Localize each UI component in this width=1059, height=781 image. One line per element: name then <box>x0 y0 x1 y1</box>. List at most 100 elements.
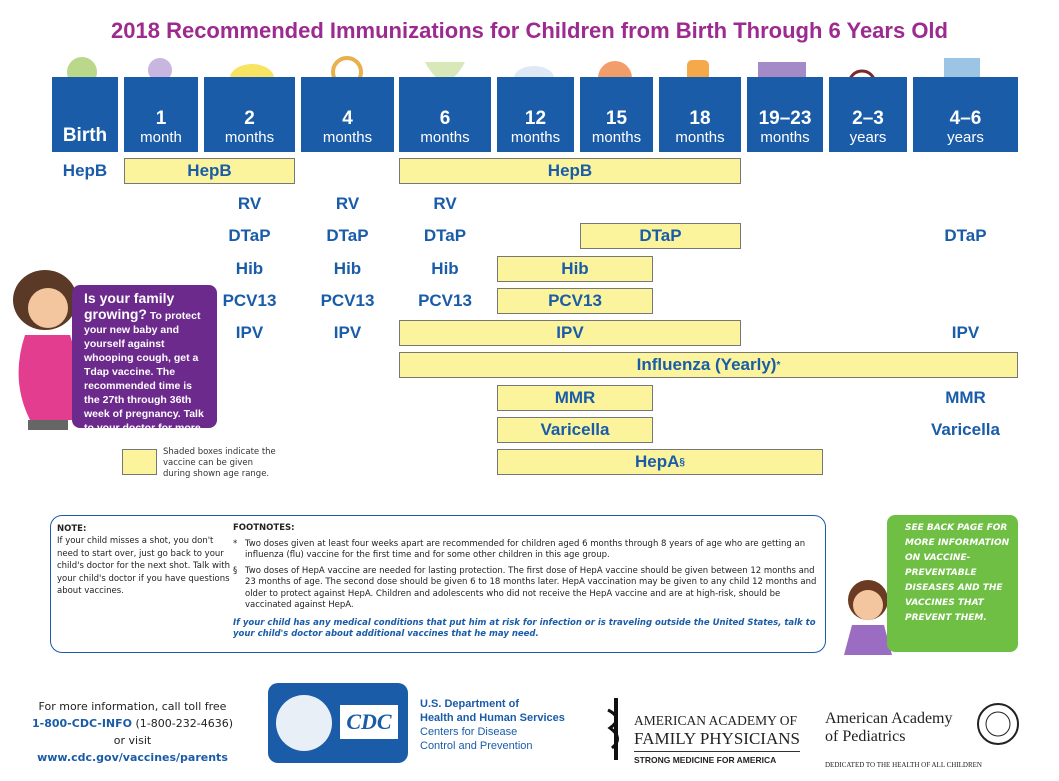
footnote-ref: § <box>679 456 685 468</box>
vaccine-range: IPV <box>399 320 741 346</box>
vaccine-dose: PCV13 <box>301 288 394 314</box>
vaccine-dose: IPV <box>913 320 1018 346</box>
url[interactable]: www.cdc.gov/vaccines/parents <box>37 751 228 764</box>
age-number: 4–6 <box>949 108 982 129</box>
vaccine-label: DTaP <box>326 226 369 245</box>
age-number: 4 <box>342 108 353 129</box>
aafp-logo <box>607 698 619 760</box>
footnotes-title: FOOTNOTES: <box>233 523 295 533</box>
vaccine-dose: Hib <box>301 256 394 282</box>
age-cell: 6 months <box>399 77 491 152</box>
age-cell: 4–6 years <box>913 77 1018 152</box>
vaccine-range: PCV13 <box>497 288 653 314</box>
cdc-logo: CDC <box>268 683 408 763</box>
note-title: NOTE: <box>57 524 87 534</box>
age-unit: months <box>420 129 470 146</box>
vaccine-label: HepB <box>187 161 232 180</box>
contact-intro: For more information, call toll free <box>38 700 227 713</box>
vaccine-dose: RV <box>301 191 394 217</box>
cdc-text: U.S. Department of Health and Human Serv… <box>420 697 565 753</box>
age-unit: months <box>510 129 561 146</box>
age-unit: years <box>947 129 984 146</box>
age-number: 6 <box>439 108 451 129</box>
age-cell: Birth <box>52 77 118 152</box>
vaccine-label: DTaP <box>639 226 682 245</box>
vaccine-label: DTaP <box>228 226 271 245</box>
aafp-line: AMERICAN ACADEMY OF <box>634 713 798 728</box>
vaccine-dose: Hib <box>204 256 295 282</box>
aap: American Academy of Pediatrics DEDICATED… <box>825 710 982 774</box>
vaccine-label: PCV13 <box>222 291 277 310</box>
age-number: 19–23 <box>758 108 812 129</box>
vaccine-range: Influenza (Yearly) * <box>399 352 1018 378</box>
footnote-text: Two doses of HepA vaccine are needed for… <box>245 565 817 611</box>
footnote-mark: § <box>233 565 238 576</box>
age-number: 2 <box>244 108 255 129</box>
legend-swatch <box>122 449 157 475</box>
callout-body: To protect your new baby and yourself ag… <box>84 310 204 448</box>
vaccine-label: PCV13 <box>418 291 472 310</box>
vaccine-range: HepB <box>399 158 741 184</box>
footnote-mark: * <box>233 538 238 549</box>
vaccine-dose: IPV <box>204 320 295 346</box>
age-cell: 19–23 months <box>747 77 823 152</box>
phone: 1-800-CDC-INFO <box>32 717 133 730</box>
vaccine-label: MMR <box>945 388 986 407</box>
footnote: * Two doses given at least four weeks apa… <box>233 539 821 562</box>
vaccine-range: Varicella <box>497 417 653 443</box>
age-unit: months <box>760 129 810 146</box>
vaccine-dose: Hib <box>399 256 491 282</box>
age-number: 15 <box>605 108 628 129</box>
cdc-logo-text: CDC <box>340 705 398 739</box>
vaccine-dose: HepB <box>52 158 118 184</box>
cdc-line: U.S. Department of <box>420 698 520 710</box>
vaccine-dose: PCV13 <box>399 288 491 314</box>
side-note: See back page for more information on va… <box>887 515 1018 652</box>
vaccine-dose: DTaP <box>913 223 1018 249</box>
age-unit: months <box>591 129 642 146</box>
vaccine-label: MMR <box>554 388 596 407</box>
age-cell: 12 months <box>497 77 574 152</box>
age-unit: months <box>224 129 275 146</box>
age-number: 2–3 <box>852 108 884 129</box>
phone-number: (1-800-232-4636) <box>135 717 233 730</box>
age-cell: 2–3 years <box>829 77 907 152</box>
age-cell: 2 months <box>204 77 295 152</box>
vaccine-dose: RV <box>399 191 491 217</box>
footnote: § Two doses of HepA vaccine are needed fo… <box>233 566 821 612</box>
pregnancy-callout: Is your family growing? To protect your … <box>72 285 217 448</box>
contact: For more information, call toll free 1-8… <box>20 698 245 766</box>
aafp-line: FAMILY PHYSICIANS <box>634 729 800 748</box>
cdc-line: Health and Human Services <box>420 712 565 724</box>
age-number: 1 <box>155 108 167 129</box>
note-text: If your child misses a shot, you don't n… <box>57 536 230 597</box>
vaccine-label: PCV13 <box>548 291 602 310</box>
vaccine-label: Hib <box>235 259 264 278</box>
contact-or: or visit <box>113 734 152 747</box>
vaccine-label: Varicella <box>930 420 1000 439</box>
notes-box <box>50 515 826 653</box>
vaccine-range: MMR <box>497 385 653 411</box>
legend-text: Shaded boxes indicate the vaccine can be… <box>163 447 276 479</box>
title: 2018 Recommended Immunizations for Child… <box>111 18 948 43</box>
vaccine-label: Hib <box>333 259 362 278</box>
cdc-line: Control and Prevention <box>420 740 533 752</box>
footnote-ref: * <box>776 359 781 371</box>
vaccine-dose: IPV <box>301 320 394 346</box>
aap-line: American Academy <box>825 710 953 727</box>
vaccine-label: HepB <box>547 161 593 180</box>
vaccine-dose: DTaP <box>399 223 491 249</box>
age-unit: months <box>675 129 725 146</box>
pregnant-woman <box>13 270 80 430</box>
vaccine-label: RV <box>237 194 262 213</box>
vaccine-dose: PCV13 <box>204 288 295 314</box>
aafp-tagline: STRONG MEDICINE FOR AMERICA <box>634 751 800 768</box>
note: NOTE: If your child misses a shot, you d… <box>57 523 235 597</box>
vaccine-label: IPV <box>235 323 264 342</box>
vaccine-label: Influenza (Yearly) <box>636 355 777 374</box>
warning: If your child has any medical conditions… <box>233 617 816 640</box>
footnotes: FOOTNOTES: * Two doses given at least fou… <box>233 523 821 641</box>
vaccine-label: DTaP <box>944 226 987 245</box>
vaccine-dose: RV <box>204 191 295 217</box>
